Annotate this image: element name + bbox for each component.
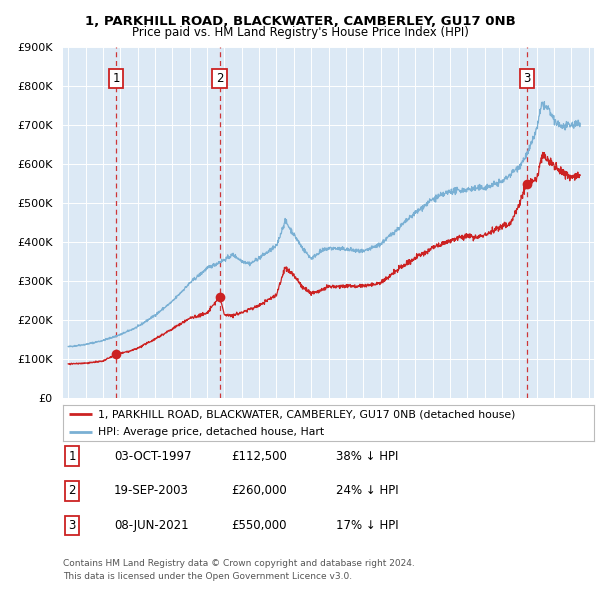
Text: Contains HM Land Registry data © Crown copyright and database right 2024.: Contains HM Land Registry data © Crown c… — [63, 559, 415, 568]
Text: 3: 3 — [68, 519, 76, 532]
Text: HPI: Average price, detached house, Hart: HPI: Average price, detached house, Hart — [98, 427, 323, 437]
Text: 17% ↓ HPI: 17% ↓ HPI — [336, 519, 398, 532]
Text: £112,500: £112,500 — [231, 450, 287, 463]
Text: £550,000: £550,000 — [231, 519, 287, 532]
Text: 3: 3 — [523, 72, 531, 85]
Text: 2: 2 — [216, 72, 223, 85]
Text: 1: 1 — [112, 72, 120, 85]
Text: £260,000: £260,000 — [231, 484, 287, 497]
Text: 08-JUN-2021: 08-JUN-2021 — [114, 519, 188, 532]
Text: Price paid vs. HM Land Registry's House Price Index (HPI): Price paid vs. HM Land Registry's House … — [131, 26, 469, 39]
Text: 1, PARKHILL ROAD, BLACKWATER, CAMBERLEY, GU17 0NB: 1, PARKHILL ROAD, BLACKWATER, CAMBERLEY,… — [85, 15, 515, 28]
Text: This data is licensed under the Open Government Licence v3.0.: This data is licensed under the Open Gov… — [63, 572, 352, 581]
Text: 24% ↓ HPI: 24% ↓ HPI — [336, 484, 398, 497]
Text: 1: 1 — [68, 450, 76, 463]
Text: 19-SEP-2003: 19-SEP-2003 — [114, 484, 189, 497]
Text: 2: 2 — [68, 484, 76, 497]
Text: 1, PARKHILL ROAD, BLACKWATER, CAMBERLEY, GU17 0NB (detached house): 1, PARKHILL ROAD, BLACKWATER, CAMBERLEY,… — [98, 409, 515, 419]
Text: 38% ↓ HPI: 38% ↓ HPI — [336, 450, 398, 463]
Text: 03-OCT-1997: 03-OCT-1997 — [114, 450, 191, 463]
